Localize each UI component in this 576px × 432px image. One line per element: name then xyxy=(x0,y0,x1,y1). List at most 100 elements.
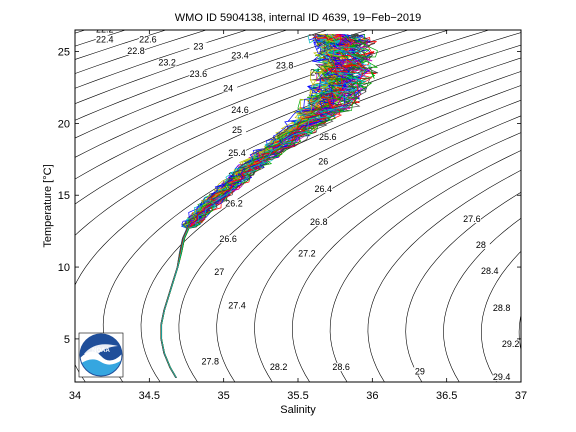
x-tick-label: 35 xyxy=(218,390,230,402)
density-contour-line xyxy=(75,32,521,236)
density-contour-line xyxy=(75,30,289,105)
y-axis-label: Temperature [°C] xyxy=(42,164,54,247)
contour-label-background xyxy=(189,69,208,78)
contour-label-background xyxy=(75,30,83,31)
density-contour-line xyxy=(75,30,410,158)
contour-label: 24.6 xyxy=(231,105,249,115)
x-tick-label: 36 xyxy=(366,390,378,402)
contour-label: 28.2 xyxy=(270,362,288,372)
y-tick-label: 25 xyxy=(58,47,70,59)
density-contour-line xyxy=(405,191,521,382)
contour-label: 28.6 xyxy=(332,362,350,372)
contour-label: 25 xyxy=(232,125,242,135)
contour-label: 29.2 xyxy=(502,339,520,349)
plot-frame xyxy=(74,29,522,383)
profile-line xyxy=(160,34,349,378)
density-contour-line xyxy=(216,99,521,382)
y-tick-label: 20 xyxy=(58,118,70,130)
contour-label-background xyxy=(269,363,288,372)
density-contour-line xyxy=(75,30,248,89)
density-contour-line xyxy=(178,85,521,382)
contour-label: 26.8 xyxy=(310,217,328,227)
density-contour-line xyxy=(518,313,521,352)
density-contour-line xyxy=(443,217,521,382)
contour-label-background xyxy=(314,184,333,193)
contour-label-background xyxy=(219,235,238,244)
profile-line xyxy=(160,33,337,378)
contour-label: 27.4 xyxy=(228,300,246,310)
contour-label: 22.8 xyxy=(127,46,145,56)
contour-label: 23.6 xyxy=(190,69,208,79)
density-contour-line xyxy=(291,132,521,382)
contour-label: 27 xyxy=(214,267,224,277)
profile-line xyxy=(160,33,335,378)
contour-label: 26.4 xyxy=(315,184,333,194)
contour-label-background xyxy=(225,199,244,208)
contour-label-background xyxy=(219,84,238,93)
x-axis: 34 34.5 35 35.5 36 36.5 37 xyxy=(69,30,527,402)
contour-label-background xyxy=(318,133,337,142)
profile-line xyxy=(161,34,366,378)
y-tick-label: 5 xyxy=(64,334,70,346)
x-axis-label: Salinity xyxy=(280,404,316,416)
profile-line xyxy=(160,33,342,378)
contour-label: 28.4 xyxy=(481,266,499,276)
contour-label: 29 xyxy=(415,366,425,376)
density-contour-line xyxy=(367,169,521,382)
contour-label-background xyxy=(297,249,316,258)
contour-label: 26.6 xyxy=(219,234,237,244)
contour-label-background xyxy=(228,301,247,310)
contour-label-background xyxy=(126,46,145,55)
density-contour-line xyxy=(75,30,369,139)
contour-label-background xyxy=(228,126,247,135)
x-tick-label: 34 xyxy=(69,390,81,402)
contour-label: 23.8 xyxy=(276,60,294,70)
density-contour-line xyxy=(140,71,521,382)
contour-label-background xyxy=(309,217,328,226)
contour-label-background xyxy=(228,148,247,157)
y-axis: 5 10 15 20 25 xyxy=(58,47,521,346)
contour-label: 28.8 xyxy=(493,303,511,313)
profile-line xyxy=(160,33,340,378)
contour-label: 27.2 xyxy=(298,249,316,259)
contour-label-background xyxy=(201,357,220,366)
contour-label: 27.8 xyxy=(202,356,220,366)
noaa-logo-bird xyxy=(84,344,118,356)
contour-label-background xyxy=(189,42,208,51)
contour-label-background xyxy=(231,105,250,114)
density-contour-line xyxy=(480,250,521,382)
profile-line xyxy=(160,35,341,378)
contour-label-background xyxy=(275,61,294,70)
contour-label-background xyxy=(410,367,429,376)
contour-label: 23.2 xyxy=(158,57,176,67)
contour-label-background xyxy=(462,215,481,224)
contour-label: 28 xyxy=(476,240,486,250)
density-contour-line xyxy=(329,150,521,382)
contour-label: 22.6 xyxy=(139,34,157,44)
contour-label-background xyxy=(492,304,511,313)
chart-title: WMO ID 5904138, internal ID 4639, 19−Feb… xyxy=(175,12,421,24)
contour-label: 25.4 xyxy=(228,148,246,158)
x-tick-label: 35.5 xyxy=(287,390,308,402)
profile-line xyxy=(160,33,343,378)
x-tick-label: 37 xyxy=(515,390,527,402)
contour-label-background xyxy=(95,30,114,34)
noaa-logo: NOAA xyxy=(78,332,124,378)
density-contour-line xyxy=(75,30,87,34)
density-contour-line xyxy=(557,8,576,425)
profile-line xyxy=(160,33,343,378)
density-contour-line xyxy=(75,30,450,180)
contour-label-background xyxy=(210,268,229,277)
contour-label: 27.6 xyxy=(463,214,481,224)
x-tick-label: 34.5 xyxy=(139,390,160,402)
contour-label: 25.6 xyxy=(319,132,337,142)
contour-label: 22.4 xyxy=(96,34,114,44)
contour-label-background xyxy=(332,363,351,372)
noaa-logo-text: NOAA xyxy=(92,348,110,354)
contour-label-background xyxy=(492,373,511,382)
y-tick-label: 15 xyxy=(58,190,70,202)
contour-label-background xyxy=(231,51,250,60)
y-tick-label: 10 xyxy=(58,262,70,274)
contour-label-background xyxy=(501,340,520,349)
contour-label: 23.4 xyxy=(231,50,249,60)
